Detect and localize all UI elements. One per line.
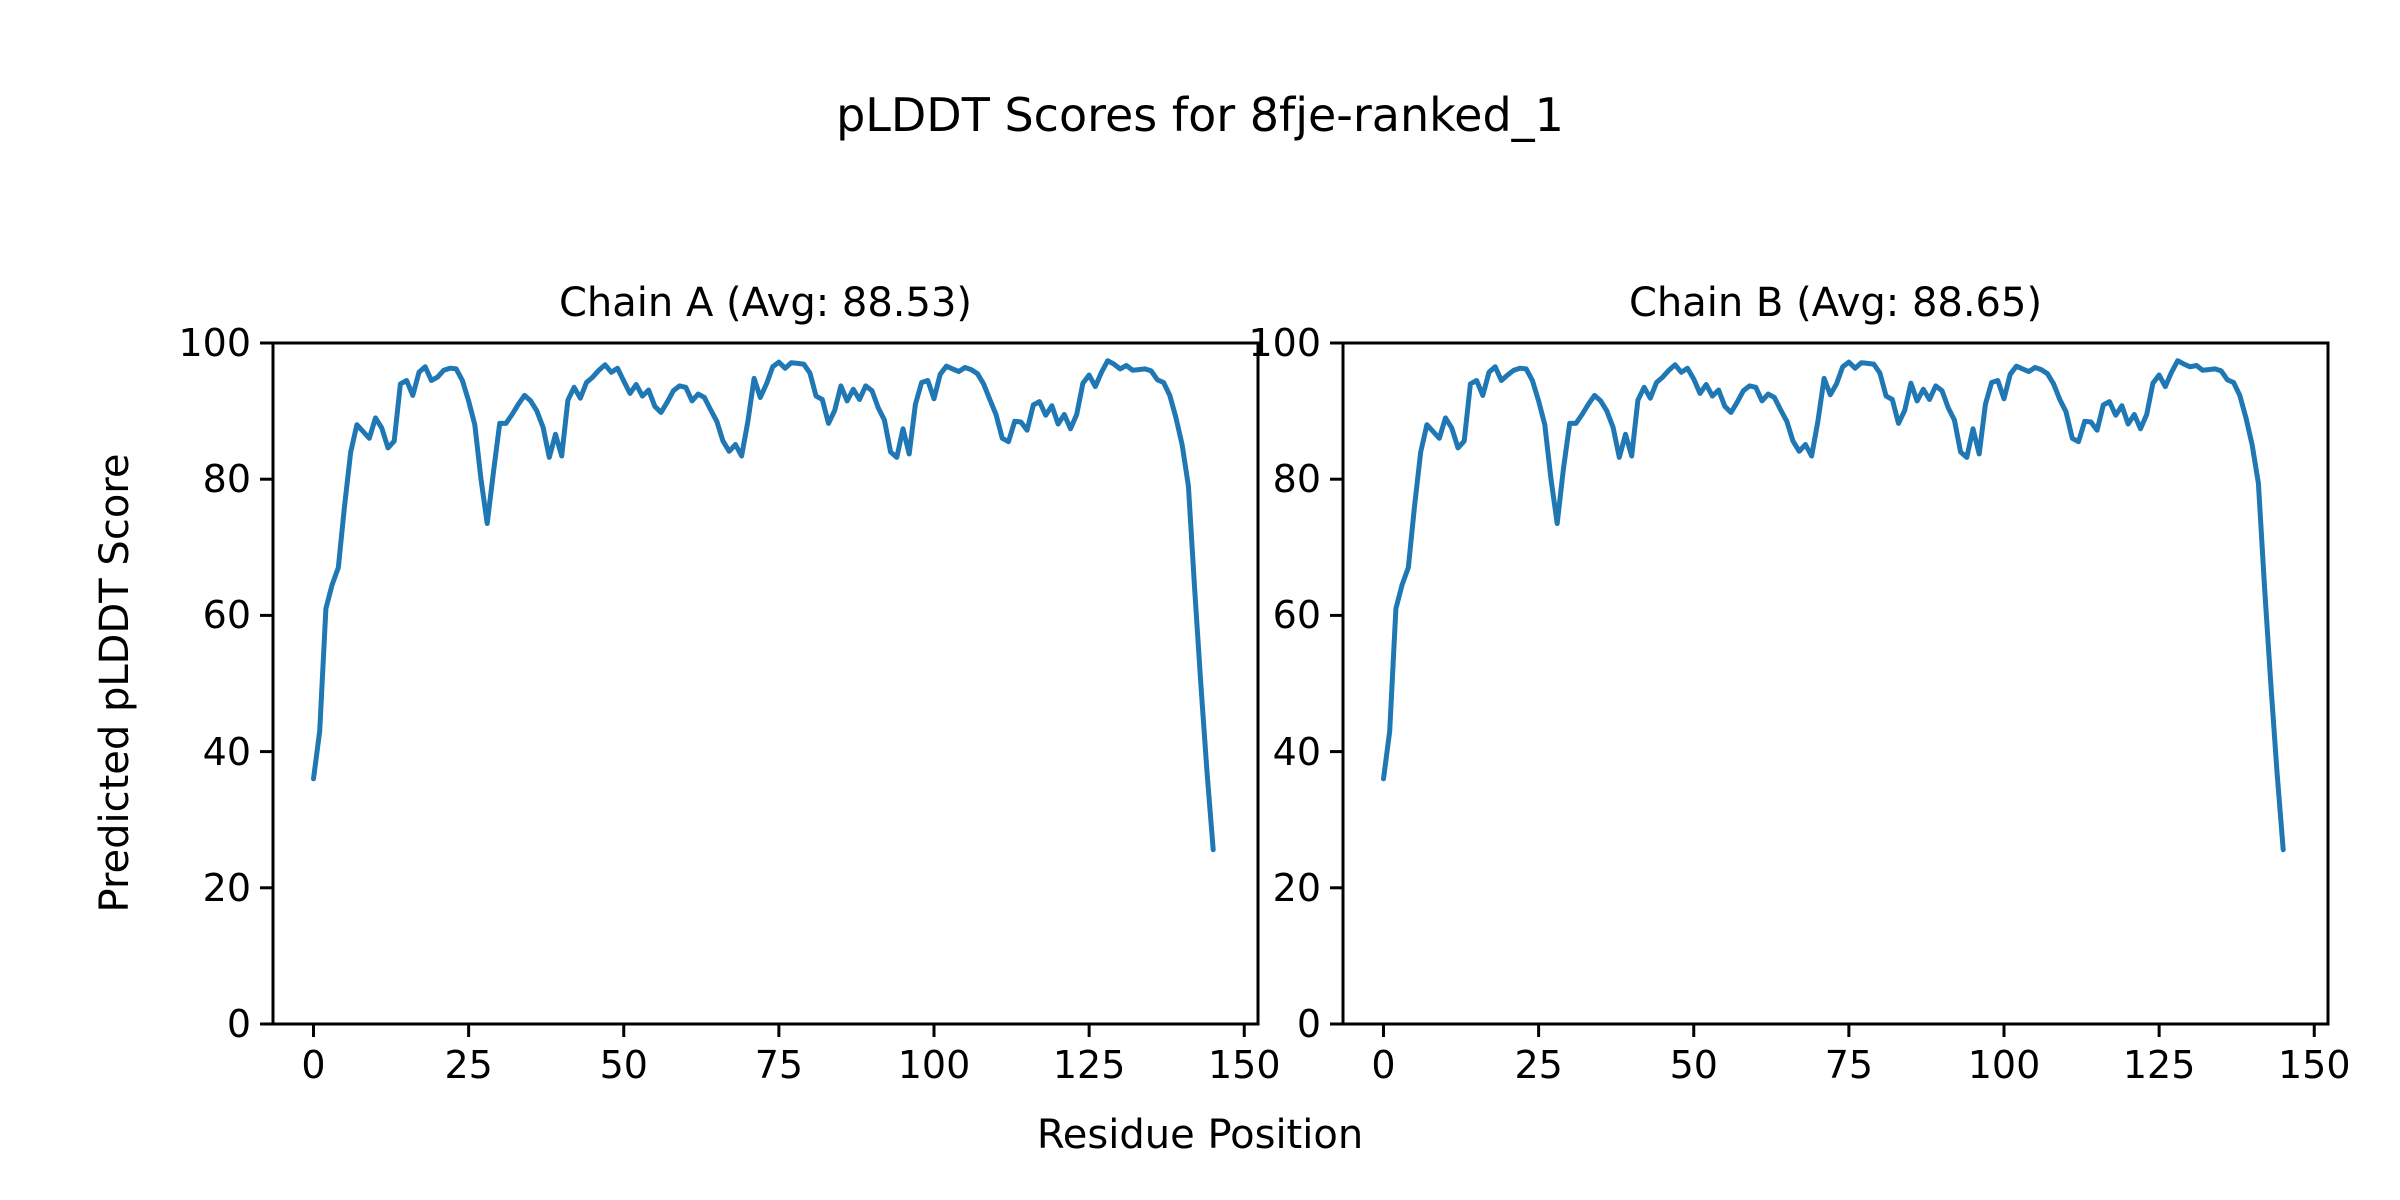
x-tick-label: 50 [1669,1043,1718,1087]
x-tick-label: 125 [2122,1043,2196,1087]
plddt-line [1381,358,2286,853]
y-tick-label: 100 [1248,321,1321,365]
x-axis-label: Residue Position [1036,1112,1364,1158]
y-tick-label: 40 [202,729,251,774]
y-axis-label: Predicted pLDDT Score [92,453,138,913]
y-tick-label: 60 [202,593,251,638]
chart-b-title: Chain B (Avg: 88.65) [1628,280,2043,326]
x-tick-label: 75 [754,1043,804,1087]
chart-b-plot: 0 25 50 75 100 125 150 0 20 40 60 80 100 [1248,321,2350,1087]
y-tick-label: 60 [1272,593,1321,638]
axes-spines [271,341,1260,1026]
y-tick-label: 20 [202,865,251,910]
y-tick-label: 20 [1272,865,1321,910]
y-tick-label: 80 [202,457,251,502]
x-tick-label: 0 [1371,1043,1396,1087]
axes-spines [1341,341,2330,1026]
chart-a-plot: 0 25 50 75 100 125 150 0 20 40 60 80 100 [178,321,1280,1087]
x-tick-label: 100 [1967,1043,2041,1087]
y-tick-label: 40 [1272,729,1321,774]
x-tick-label: 100 [897,1043,971,1087]
y-tick-label: 0 [1296,1002,1321,1046]
y-tick-label: 100 [178,321,251,365]
x-tick-label: 150 [1207,1043,1281,1087]
x-tick-label: 125 [1052,1043,1126,1087]
x-tick-label: 75 [1824,1043,1874,1087]
figure-title: pLDDT Scores for 8fje-ranked_1 [836,88,1564,142]
y-tick-label: 0 [226,1002,251,1046]
x-tick-label: 0 [301,1043,326,1087]
chart-a-title: Chain A (Avg: 88.53) [558,280,973,326]
y-tick-label: 80 [1272,457,1321,502]
plddt-line [311,358,1216,853]
x-tick-label: 50 [599,1043,648,1087]
chart-a-canvas [260,341,1260,1037]
x-tick-label: 25 [1514,1043,1563,1087]
chart-b-canvas [1330,341,2330,1037]
x-tick-label: 150 [2277,1043,2351,1087]
x-tick-label: 25 [444,1043,493,1087]
